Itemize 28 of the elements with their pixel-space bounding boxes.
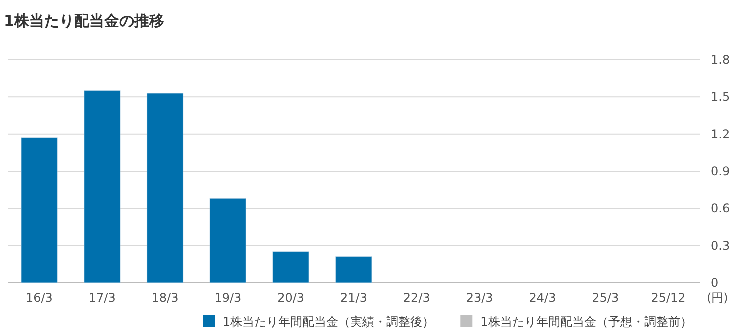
y-tick-label: 0.6 [711, 202, 730, 216]
legend-label: 1株当たり年間配当金（実績・調整後） [223, 315, 435, 329]
x-tick-label: 23/3 [466, 291, 494, 305]
bar [21, 138, 58, 284]
bar [210, 198, 246, 284]
chart-title: 1株当たり配当金の推移 [4, 12, 164, 30]
x-tick-label: 17/3 [88, 291, 116, 305]
legend-label: 1株当たり年間配当金（予想・調整前） [480, 315, 692, 329]
x-tick-label: 24/3 [529, 291, 556, 305]
bar [272, 252, 310, 284]
x-tick-label: 22/3 [403, 291, 430, 305]
x-tick-label: 25/3 [592, 291, 620, 305]
x-tick-label: 20/3 [278, 291, 305, 305]
y-tick-label: 1.5 [711, 90, 730, 104]
x-tick-label: 21/3 [340, 291, 368, 305]
y-tick-label: 0.9 [711, 164, 730, 178]
y-tick-label: 0 [711, 276, 719, 290]
y-tick-label: 1.2 [711, 127, 730, 142]
bar [336, 256, 372, 284]
x-tick-label: 25/12 [651, 291, 686, 305]
bar [146, 93, 184, 284]
x-tick-label: 18/3 [152, 291, 179, 305]
y-tick-label: 0.3 [711, 238, 730, 253]
y-axis-title: (円) [707, 291, 728, 305]
y-tick-label: 1.8 [711, 53, 730, 67]
x-tick-label: 16/3 [26, 291, 53, 305]
bar [84, 90, 121, 284]
x-tick-label: 19/3 [214, 291, 242, 305]
